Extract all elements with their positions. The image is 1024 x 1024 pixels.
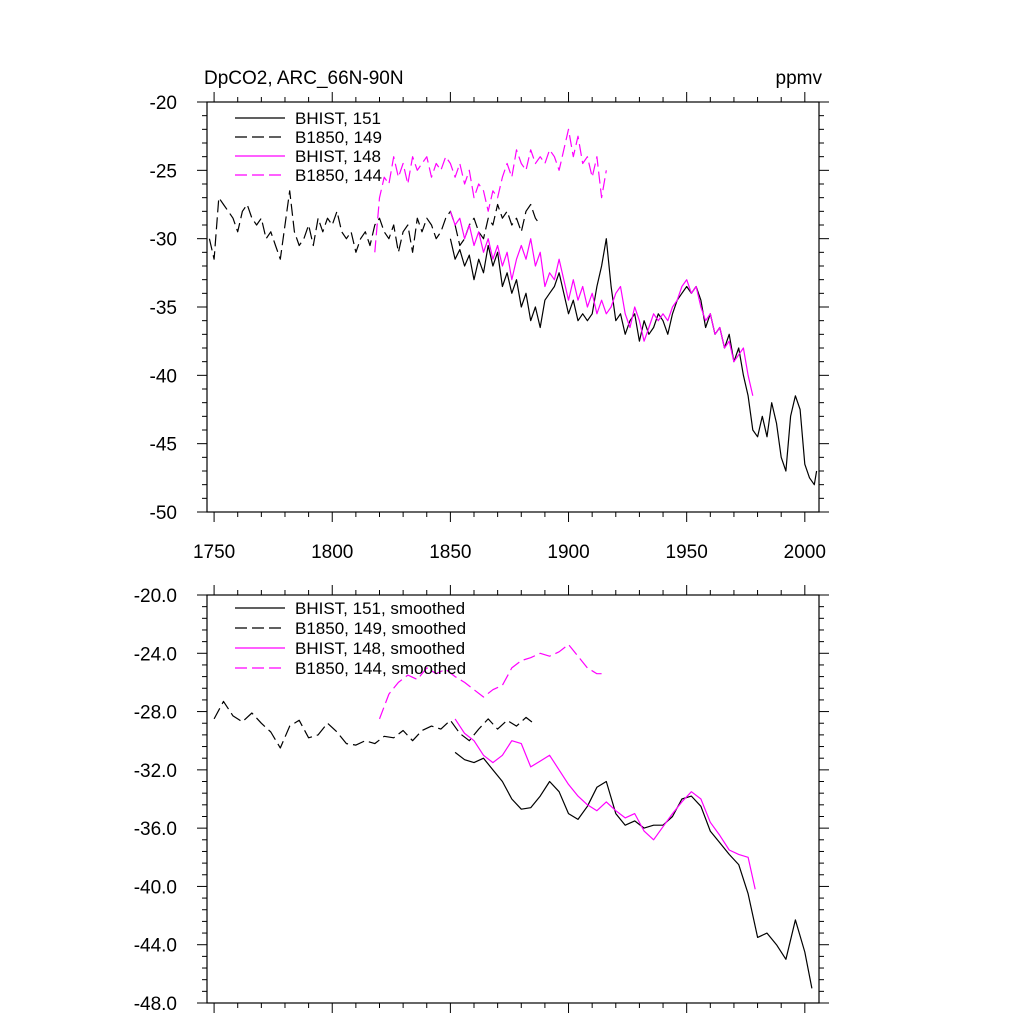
legend-entry-label: B1850, 144 [295,166,382,185]
series-line [213,700,536,749]
top-panel: DpCO2, ARC_66N-90N ppmv -20-25-30-35-40-… [150,68,829,563]
y-tick-label: -30 [150,230,177,251]
legend-entry-label: B1850, 149, smoothed [295,619,466,638]
top-chart-units: ppmv [776,68,823,89]
legend-entry-label: B1850, 149 [295,128,382,147]
top-chart-title: DpCO2, ARC_66N-90N [204,68,404,89]
y-tick-label: -32.0 [134,761,177,782]
y-tick-label: -45 [150,435,177,456]
legend-entry-label: BHIST, 151, smoothed [295,599,465,618]
series-line [454,718,756,890]
top-axis-ticks [197,92,829,522]
top-series [208,128,818,486]
top-x-axis: 1750 1800 1850 1900 1950 2000 [193,542,826,563]
x-tick-label: 2000 [784,542,826,563]
legend-entry-label: BHIST, 148, smoothed [295,639,465,658]
bottom-axis-ticks [197,585,829,1013]
series-line [374,128,607,253]
bottom-plot-frame [206,594,820,1004]
x-tick-label: 1950 [666,542,708,563]
y-tick-label: -40 [150,366,177,387]
x-tick-label: 1900 [547,542,589,563]
x-tick-label: 1800 [311,542,353,563]
y-tick-label: -20.0 [134,586,177,607]
series-line [449,211,754,396]
y-tick-label: -48.0 [134,994,177,1015]
series-line [449,238,818,486]
y-tick-label: -44.0 [134,936,177,957]
y-tick-label: -24.0 [134,644,177,665]
y-tick-label: -35 [150,298,177,319]
y-tick-label: -36.0 [134,819,177,840]
series-line [454,751,813,989]
series-line [208,190,541,260]
y-tick-label: -28.0 [134,703,177,724]
y-tick-label: -50 [150,503,177,524]
legend-entry-label: BHIST, 148 [295,147,381,166]
y-tick-label: -20 [150,93,177,114]
x-tick-label: 1750 [193,542,235,563]
top-y-axis: -20 -25 -30 -35 -40 -45 -50 [150,93,177,524]
y-tick-label: -25 [150,161,177,182]
bottom-panel: -20.0 -24.0 -28.0 -32.0 -36.0 -40.0 -44.0 -48.0… [134,585,829,1015]
bottom-series [213,643,813,989]
bottom-y-axis: -20.0 -24.0 -28.0 -32.0 -36.0 -40.0 -44.0 -48.0 [134,586,177,1015]
y-tick-label: -40.0 [134,877,177,898]
legend-entry-label: BHIST, 151 [295,109,381,128]
x-tick-label: 1850 [429,542,471,563]
series-line [378,643,602,720]
legend-entry-label: B1850, 144, smoothed [295,659,466,678]
